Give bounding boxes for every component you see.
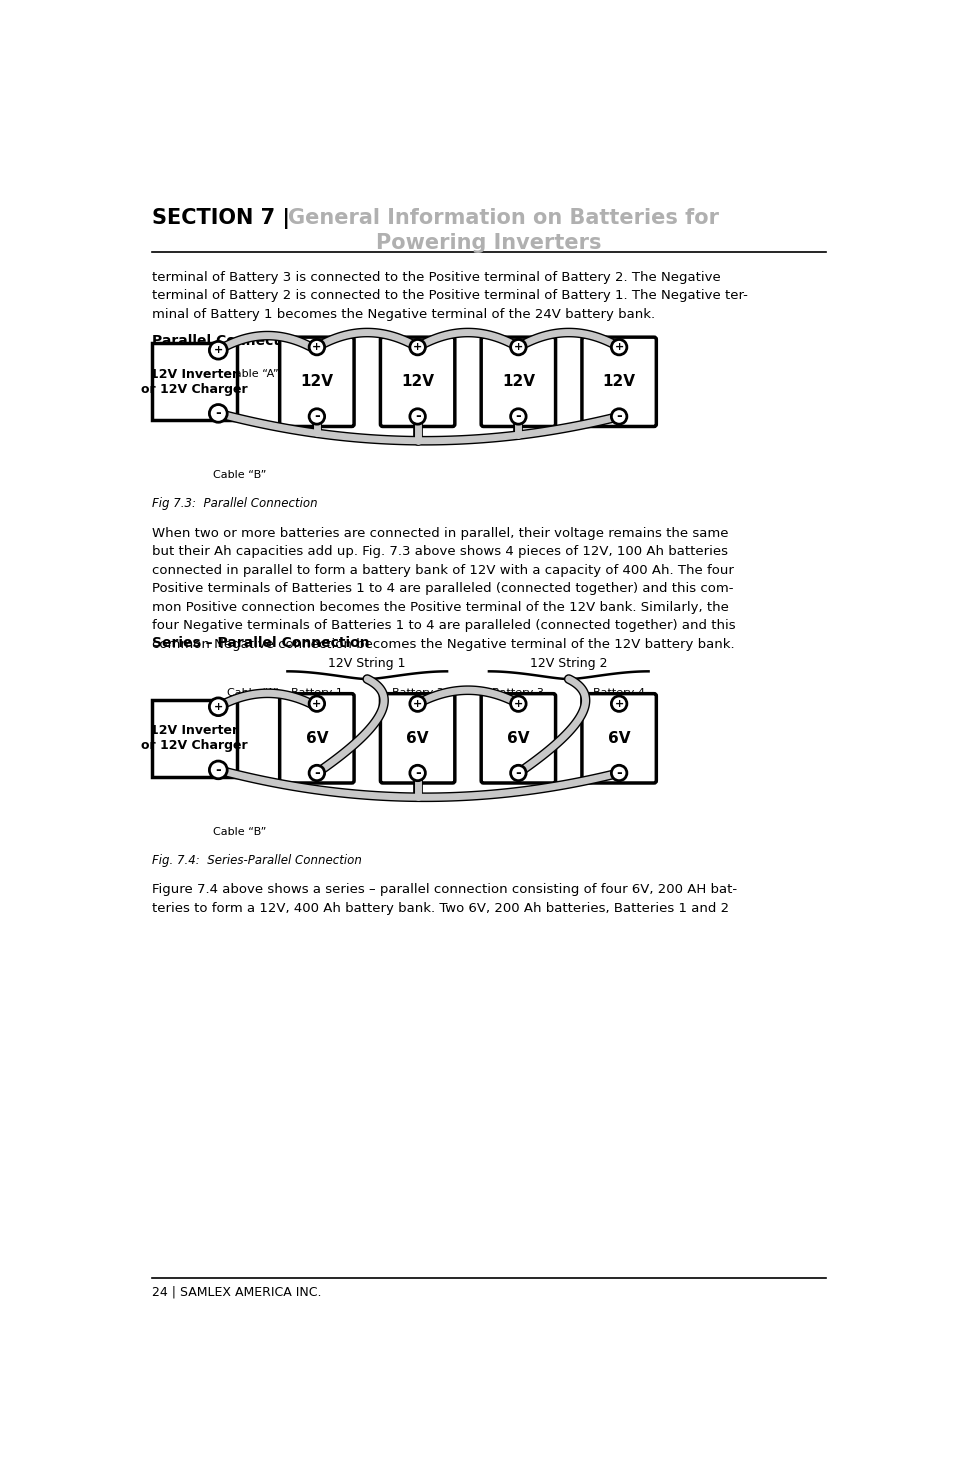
Text: +: + — [413, 699, 422, 708]
Circle shape — [410, 766, 425, 780]
Text: +: + — [312, 342, 321, 353]
FancyBboxPatch shape — [581, 693, 656, 783]
Circle shape — [611, 409, 626, 425]
Circle shape — [209, 404, 227, 422]
Text: -: - — [616, 410, 621, 423]
Text: terminal of Battery 3 is connected to the Positive terminal of Battery 2. The Ne: terminal of Battery 3 is connected to th… — [152, 271, 747, 322]
Circle shape — [410, 339, 425, 355]
Text: +: + — [614, 342, 623, 353]
Circle shape — [410, 696, 425, 711]
Text: +: + — [213, 345, 223, 355]
Text: Cable “A”: Cable “A” — [227, 689, 278, 698]
FancyBboxPatch shape — [380, 338, 455, 426]
Circle shape — [510, 766, 525, 780]
Text: Cable “A”: Cable “A” — [227, 369, 278, 379]
Text: Fig 7.3:  Parallel Connection: Fig 7.3: Parallel Connection — [152, 497, 317, 510]
Text: -: - — [215, 407, 221, 420]
Text: SECTION 7 |: SECTION 7 | — [152, 208, 296, 229]
Text: Battery 1: Battery 1 — [291, 689, 342, 698]
FancyBboxPatch shape — [380, 693, 455, 783]
Text: -: - — [515, 766, 520, 780]
FancyBboxPatch shape — [279, 693, 354, 783]
Text: Battery 2: Battery 2 — [392, 369, 443, 379]
Text: 12V: 12V — [300, 375, 333, 389]
Text: Battery 4: Battery 4 — [593, 369, 644, 379]
Text: 12V: 12V — [602, 375, 635, 389]
Text: -: - — [415, 410, 420, 423]
Circle shape — [611, 766, 626, 780]
Text: -: - — [415, 766, 420, 780]
Circle shape — [510, 409, 525, 425]
Circle shape — [209, 341, 227, 358]
Text: 6V: 6V — [507, 730, 529, 746]
Text: When two or more batteries are connected in parallel, their voltage remains the : When two or more batteries are connected… — [152, 527, 735, 650]
Text: Series – Parallel Connection: Series – Parallel Connection — [152, 636, 369, 650]
Text: +: + — [514, 342, 522, 353]
Text: Battery 2: Battery 2 — [392, 689, 443, 698]
Text: +: + — [312, 699, 321, 708]
FancyBboxPatch shape — [581, 338, 656, 426]
Text: 6V: 6V — [305, 730, 328, 746]
Circle shape — [611, 339, 626, 355]
Text: Cable “B”: Cable “B” — [213, 827, 266, 836]
Text: -: - — [215, 763, 221, 777]
Circle shape — [209, 698, 227, 715]
Text: +: + — [614, 699, 623, 708]
Text: Fig. 7.4:  Series-Parallel Connection: Fig. 7.4: Series-Parallel Connection — [152, 854, 361, 867]
Circle shape — [209, 761, 227, 779]
Circle shape — [309, 409, 324, 425]
Text: Battery 3: Battery 3 — [492, 689, 544, 698]
Text: -: - — [616, 766, 621, 780]
Text: Powering Inverters: Powering Inverters — [375, 233, 601, 254]
Text: +: + — [213, 702, 223, 712]
Text: -: - — [314, 410, 319, 423]
Text: 12V: 12V — [400, 375, 434, 389]
Text: 12V: 12V — [501, 375, 535, 389]
Text: Cable “B”: Cable “B” — [213, 471, 266, 481]
Text: Battery 1: Battery 1 — [291, 369, 342, 379]
FancyBboxPatch shape — [480, 693, 555, 783]
Text: General Information on Batteries for: General Information on Batteries for — [288, 208, 719, 227]
Text: -: - — [314, 766, 319, 780]
Text: Battery 4: Battery 4 — [593, 689, 644, 698]
Circle shape — [611, 696, 626, 711]
Text: 24 | SAMLEX AMERICA INC.: 24 | SAMLEX AMERICA INC. — [152, 1286, 321, 1299]
FancyBboxPatch shape — [152, 699, 236, 777]
Text: 12V String 2: 12V String 2 — [530, 658, 607, 671]
FancyBboxPatch shape — [480, 338, 555, 426]
Text: 6V: 6V — [607, 730, 630, 746]
Text: Figure 7.4 above shows a series – parallel connection consisting of four 6V, 200: Figure 7.4 above shows a series – parall… — [152, 884, 736, 914]
Circle shape — [510, 696, 525, 711]
Text: 12V Inverter
or 12V Charger: 12V Inverter or 12V Charger — [141, 724, 248, 752]
Text: +: + — [413, 342, 422, 353]
Text: -: - — [515, 410, 520, 423]
Circle shape — [309, 696, 324, 711]
Circle shape — [309, 766, 324, 780]
Text: Parallel Connection: Parallel Connection — [152, 333, 304, 348]
Text: 12V String 1: 12V String 1 — [328, 658, 406, 671]
Circle shape — [510, 339, 525, 355]
Text: 6V: 6V — [406, 730, 429, 746]
FancyBboxPatch shape — [152, 344, 236, 420]
Circle shape — [410, 409, 425, 425]
Circle shape — [309, 339, 324, 355]
FancyBboxPatch shape — [279, 338, 354, 426]
Text: Battery 3: Battery 3 — [492, 369, 544, 379]
Text: 12V Inverter
or 12V Charger: 12V Inverter or 12V Charger — [141, 367, 248, 395]
Text: +: + — [514, 699, 522, 708]
